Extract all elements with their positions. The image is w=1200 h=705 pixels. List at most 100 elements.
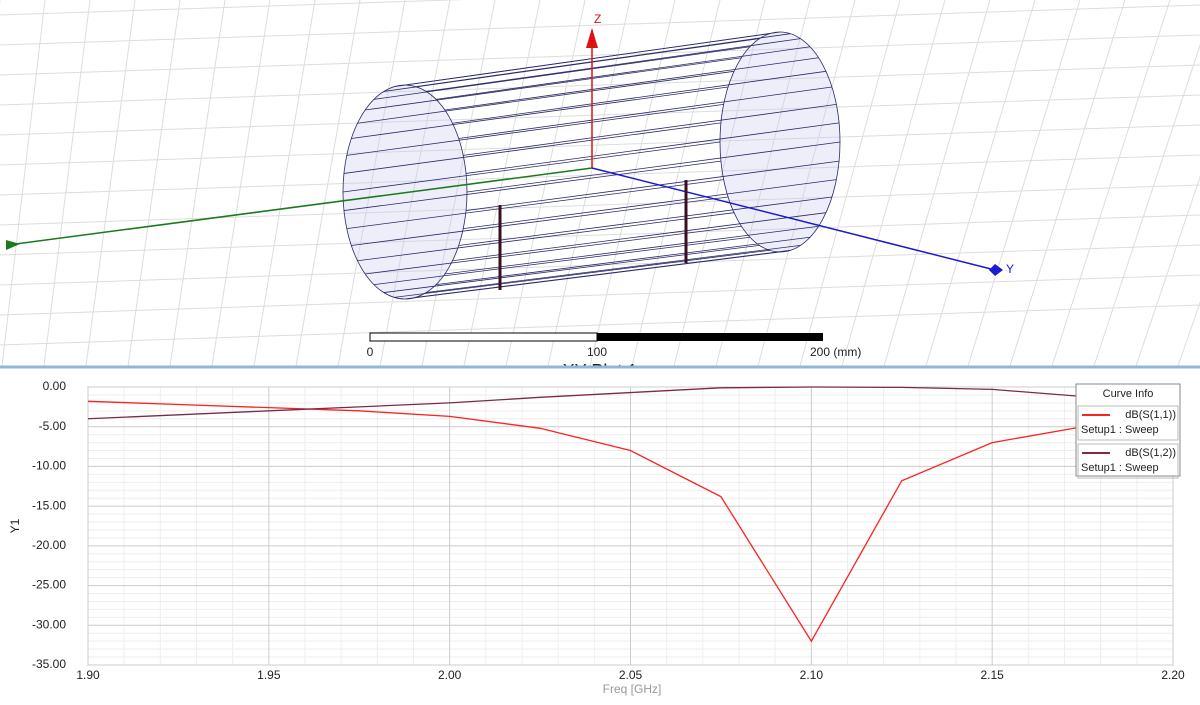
legend-label: dB(S(1,2))	[1125, 447, 1176, 459]
scale-label: 200 (mm)	[810, 345, 861, 359]
cylinder-line	[452, 212, 827, 262]
cylinder-line	[444, 57, 819, 111]
bg-grid	[0, 124, 1200, 166]
x-tick-label: 2.15	[980, 668, 1004, 682]
bg-grid	[673, 0, 766, 367]
bg-grid	[43, 0, 91, 367]
cylinder-line	[346, 103, 724, 156]
bg-grid	[169, 0, 226, 367]
bg-grid	[799, 0, 901, 367]
cylinder-line	[415, 33, 791, 88]
bg-grid	[463, 0, 541, 367]
cylinder-line	[463, 179, 837, 229]
y-tick-label: -5.00	[39, 419, 67, 433]
cylinder-line	[357, 212, 735, 262]
y-tick-label: -25.00	[32, 578, 66, 592]
cylinder-line	[351, 86, 729, 139]
cylinder-line	[435, 46, 811, 100]
cylinder-line	[458, 86, 833, 139]
y-axis-label: Y1	[8, 518, 22, 533]
scale-bar	[597, 333, 823, 341]
cylinder-line	[466, 141, 841, 193]
cylinder-line	[342, 141, 721, 193]
bg-grid	[0, 0, 466, 16]
bg-grid	[379, 0, 451, 367]
legend-title: Curve Info	[1103, 388, 1154, 400]
y-tick-label: -30.00	[32, 617, 66, 631]
cylinder-line	[466, 122, 840, 174]
bg-grid	[883, 0, 991, 367]
cylinder-line	[466, 160, 840, 211]
cylinder-line	[426, 244, 801, 293]
z-arrow	[586, 28, 598, 48]
cylinder-line	[373, 46, 751, 100]
x-tick-label: 2.10	[800, 668, 824, 682]
cylinder-line	[346, 179, 724, 229]
bg-grid	[0, 94, 1200, 136]
bg-grid	[925, 0, 1036, 367]
cylinder-line	[343, 122, 721, 174]
bg-grid	[1009, 0, 1126, 367]
bg-grid	[1051, 0, 1171, 367]
z-label: Z	[594, 12, 601, 26]
bg-grid	[0, 274, 1200, 316]
y-tick-label: 0.00	[43, 379, 67, 393]
y-arrow	[989, 264, 1003, 276]
x-tick-label: 1.95	[257, 668, 281, 682]
bg-grid	[589, 0, 676, 367]
cylinder-line	[383, 244, 760, 293]
cylinder-line	[343, 160, 721, 211]
bg-grid	[0, 64, 1200, 106]
y-label-3d: Y	[1006, 262, 1014, 276]
cylinder-line	[394, 249, 770, 298]
legend-entry-box	[1077, 443, 1179, 479]
curve	[87, 386, 1174, 420]
y-tick-label: -10.00	[32, 459, 66, 473]
cylinder-line	[365, 57, 742, 111]
bg-grid	[547, 0, 631, 367]
bg-grid	[0, 304, 1200, 346]
x-arrow	[6, 240, 20, 250]
bg-grid	[757, 0, 856, 367]
bg-grid	[211, 0, 271, 367]
x-axis-3d	[7, 167, 593, 246]
cylinder-line	[404, 251, 781, 300]
legend-sweep: Setup1 : Sweep	[1081, 462, 1159, 474]
scale-bar	[369, 332, 598, 342]
x-tick-label: 2.00	[438, 668, 462, 682]
bg-grid	[0, 154, 1200, 196]
bg-grid	[0, 34, 1200, 76]
bg-grid	[127, 0, 181, 367]
bg-grid	[0, 4, 1200, 46]
y-tick-label: -35.00	[32, 657, 66, 671]
curve	[87, 400, 1174, 643]
bg-grid	[1135, 175, 1200, 367]
legend-sweep: Setup1 : Sweep	[1081, 424, 1159, 436]
cylinder-line	[426, 38, 801, 92]
bg-grid	[505, 0, 586, 367]
cylinder-line	[463, 103, 837, 156]
title-clip	[0, 366, 1200, 380]
x-tick-label: 1.90	[76, 668, 100, 682]
cylinder-line	[458, 196, 833, 246]
bg-grid	[85, 0, 136, 367]
cylinder-line	[435, 236, 811, 286]
legend-entry-box	[1077, 405, 1179, 441]
legend	[1075, 383, 1181, 477]
bg-grid	[1093, 43, 1200, 367]
bg-grid	[841, 0, 946, 367]
legend-label: dB(S(1,1))	[1125, 409, 1176, 421]
x-tick-label: 2.20	[1161, 668, 1185, 682]
scale-label: 0	[367, 345, 374, 359]
x-tick-label: 2.05	[619, 668, 643, 682]
x-axis-label: Freq [GHz]	[603, 682, 662, 696]
cylinder-line	[444, 225, 819, 275]
bg-grid	[421, 0, 496, 367]
y-axis-3d	[591, 167, 996, 271]
cylinder-line	[357, 70, 735, 124]
bg-grid	[0, 184, 1200, 226]
cylinder-line	[365, 225, 742, 275]
y-tick-label: -15.00	[32, 498, 66, 512]
bg-grid	[0, 214, 1200, 256]
